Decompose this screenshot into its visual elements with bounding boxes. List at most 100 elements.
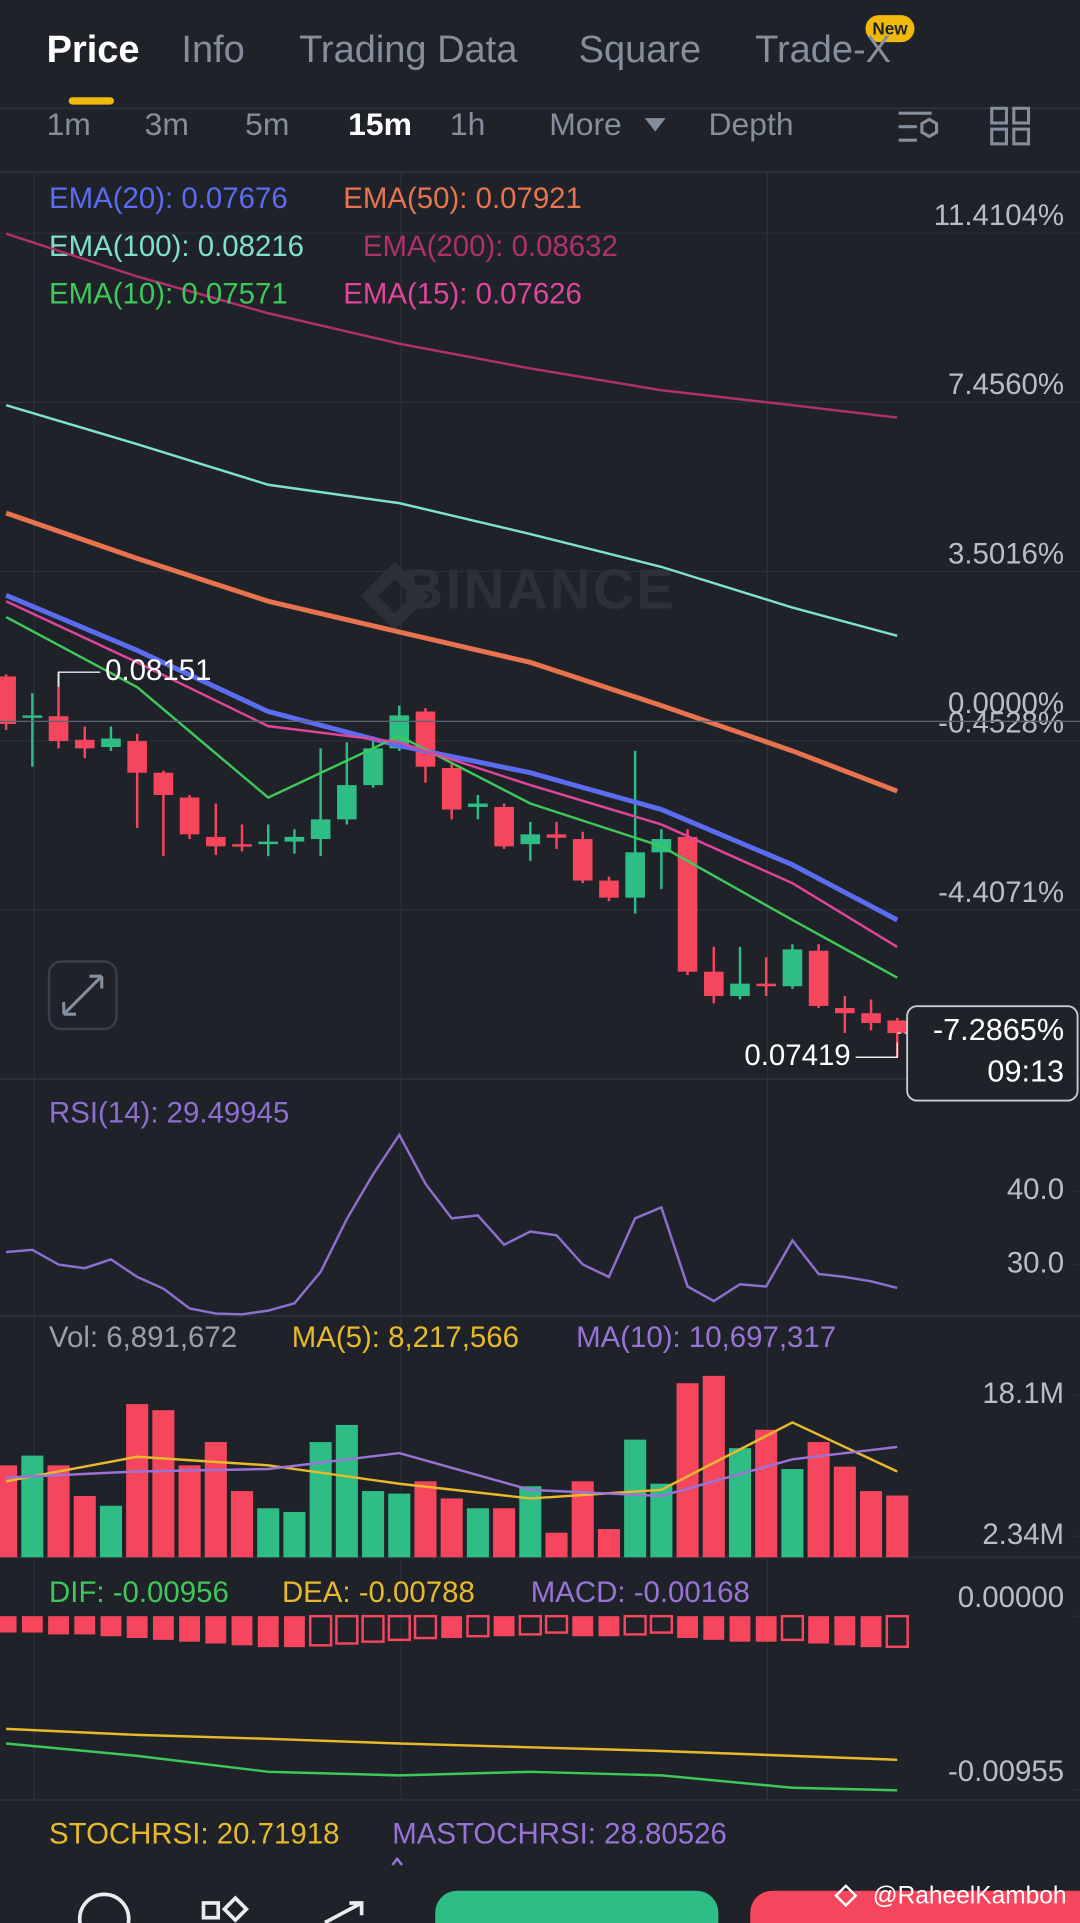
macd-bar: [100, 1616, 122, 1637]
macd-bar: [126, 1616, 148, 1639]
series-line: [5, 592, 899, 923]
nav-icon[interactable]: [77, 1892, 131, 1923]
tab[interactable]: Info: [181, 29, 244, 71]
macd-bar: [21, 1616, 43, 1633]
y-tick-label: 40.0: [1007, 1173, 1064, 1206]
tab[interactable]: Trade-X: [755, 29, 891, 71]
sell-button[interactable]: [750, 1890, 1080, 1923]
interval[interactable]: 5m: [245, 106, 289, 142]
interval[interactable]: 15m: [348, 106, 412, 142]
badge: New: [872, 18, 908, 38]
volume-bar: [545, 1532, 568, 1558]
watermark: @RaheelKamboh: [873, 1882, 1067, 1909]
interval[interactable]: 1m: [47, 106, 91, 142]
tab[interactable]: Trading Data: [299, 29, 518, 71]
macd-bar: [703, 1616, 725, 1640]
macd-bar: [677, 1616, 698, 1639]
volume-bar: [676, 1383, 699, 1558]
macd-bar: [755, 1616, 777, 1642]
candle-body: [48, 716, 69, 742]
macd-bar: [518, 1614, 542, 1636]
legend: Vol: 6,891,672: [49, 1321, 237, 1354]
candle-body: [494, 806, 514, 847]
volume-bar: [0, 1465, 18, 1558]
volume-bar: [466, 1508, 489, 1558]
macd-bar: [544, 1614, 569, 1634]
candle-body: [572, 839, 593, 881]
ref-label: 0.0000%: [948, 687, 1064, 720]
candle-body: [232, 844, 252, 847]
volume-bar: [230, 1491, 254, 1558]
volume-bar: [47, 1465, 70, 1558]
settings-icon[interactable]: [898, 111, 939, 142]
candle-body: [337, 785, 357, 820]
macd-bar: [441, 1616, 463, 1639]
candle-body: [74, 739, 95, 749]
macd-bar: [284, 1616, 305, 1648]
candle-body: [310, 819, 331, 840]
macd-bar: [413, 1614, 438, 1640]
macd-bar: [335, 1614, 359, 1645]
nav-icon[interactable]: [323, 1901, 364, 1923]
volume-bar: [178, 1465, 201, 1558]
volume-bar: [126, 1404, 149, 1558]
legend: MACD: -0.00168: [531, 1576, 750, 1609]
volume-bar: [309, 1442, 332, 1558]
tab[interactable]: Price: [47, 29, 140, 71]
tab-indicator: [68, 97, 115, 105]
candle-body: [730, 983, 750, 997]
depth[interactable]: Depth: [709, 106, 794, 142]
tab[interactable]: Square: [579, 29, 702, 71]
candle-body: [520, 834, 541, 845]
candle-body: [808, 950, 829, 1006]
volume-bar: [204, 1442, 227, 1558]
candle-body: [258, 841, 279, 845]
high-label: 0.08151: [105, 654, 211, 687]
y-tick-label: -0.4528%: [938, 707, 1064, 740]
legend: MA(5): 8,217,566: [292, 1321, 519, 1354]
legend: EMA(10): 0.07571: [49, 278, 288, 311]
more[interactable]: More: [549, 106, 622, 142]
y-tick-label: 11.4104%: [934, 199, 1064, 232]
interval[interactable]: 3m: [145, 106, 189, 142]
candle-body: [546, 834, 567, 838]
layout-icon[interactable]: [990, 106, 1031, 146]
volume-bar: [414, 1481, 437, 1558]
legend: EMA(200): 0.08632: [363, 230, 618, 263]
candle-body: [835, 1008, 855, 1014]
macd-bar: [231, 1616, 253, 1646]
legend: EMA(50): 0.07921: [343, 182, 582, 215]
macd-bar: [572, 1616, 594, 1637]
macd-bar: [729, 1616, 751, 1642]
legend: EMA(15): 0.07626: [343, 278, 582, 311]
volume-bar: [152, 1410, 175, 1558]
legend: DEA: -0.00788: [282, 1576, 475, 1609]
candle-body: [415, 711, 436, 767]
volume-bar: [886, 1495, 909, 1558]
interval[interactable]: 1h: [450, 106, 485, 142]
candle-body: [101, 738, 121, 748]
volume-bar: [335, 1424, 358, 1558]
candle-body: [0, 676, 16, 724]
macd-bar: [152, 1616, 174, 1640]
macd-bar: [598, 1616, 620, 1637]
legend: RSI(14): 29.49945: [49, 1097, 289, 1130]
candle-body: [284, 836, 305, 842]
series-line: [5, 600, 898, 948]
macd-bar: [466, 1614, 490, 1638]
candle-body: [22, 715, 43, 718]
y-tick-label: -4.4071%: [938, 876, 1064, 909]
series-line: [5, 510, 899, 794]
expand-button[interactable]: [47, 960, 118, 1031]
buy-button[interactable]: [435, 1890, 719, 1923]
macd-bar: [885, 1614, 909, 1649]
chart-watermark: BINANCE: [402, 558, 676, 621]
volume-bar: [21, 1455, 44, 1558]
y-tick-label: 0.00000: [958, 1581, 1064, 1614]
caret: [391, 1856, 404, 1866]
nav-icon[interactable]: [201, 1895, 250, 1923]
y-tick-label: 7.4560%: [948, 368, 1064, 401]
volume-bar: [755, 1429, 778, 1558]
